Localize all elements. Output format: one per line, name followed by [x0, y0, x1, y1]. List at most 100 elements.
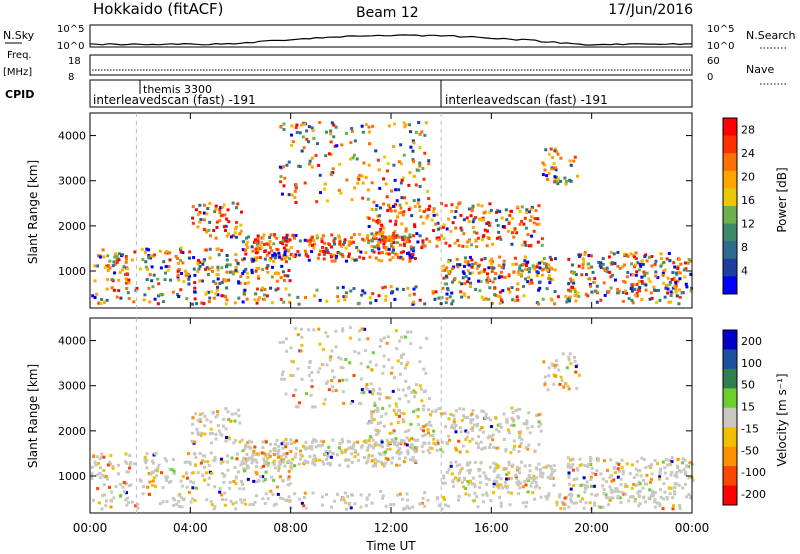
echo-cell — [336, 251, 340, 255]
echo-cell — [261, 497, 265, 501]
echo-cell — [356, 181, 360, 185]
echo-cell — [397, 409, 401, 413]
echo-cell — [603, 293, 607, 297]
echo-cell — [555, 150, 559, 154]
echo-cell — [146, 248, 150, 252]
echo-cell — [110, 490, 114, 494]
echo-cell — [379, 227, 383, 231]
echo-cell — [130, 258, 134, 262]
echo-cell — [482, 270, 486, 274]
echo-cell — [204, 248, 208, 252]
echo-cell — [282, 246, 286, 250]
echo-cell — [532, 229, 536, 233]
echo-cell — [637, 494, 641, 498]
echo-cell — [434, 222, 438, 226]
echo-cell — [332, 375, 336, 379]
echo-cell — [103, 493, 107, 497]
echo-cell — [394, 219, 398, 223]
echo-cell — [338, 240, 342, 244]
echo-cell — [294, 447, 298, 451]
echo-cell — [447, 272, 451, 276]
echo-cell — [553, 257, 557, 261]
echo-cell — [128, 463, 132, 467]
echo-cell — [243, 447, 247, 451]
echo-cell — [96, 487, 100, 491]
echo-cell — [408, 293, 412, 297]
echo-cell — [208, 296, 212, 300]
echo-cell — [199, 218, 203, 222]
echo-cell — [480, 218, 484, 222]
echo-cell — [432, 429, 436, 433]
echo-cell — [395, 253, 399, 257]
echo-cell — [188, 460, 192, 464]
echo-cell — [329, 132, 333, 136]
echo-cell — [111, 465, 115, 469]
echo-cell — [573, 359, 577, 363]
echo-cell — [447, 417, 451, 421]
echo-cell — [476, 442, 480, 446]
echo-cell — [535, 265, 539, 269]
echo-cell — [678, 277, 682, 281]
echo-cell — [277, 468, 281, 472]
echo-cell — [550, 362, 554, 366]
power-ylabel: Slant Range [km] — [26, 160, 40, 264]
echo-cell — [397, 414, 401, 418]
echo-cell — [465, 463, 469, 467]
echo-cell — [476, 422, 480, 426]
echo-cell — [186, 273, 190, 277]
echo-cell — [478, 468, 482, 472]
echo-cell — [436, 221, 440, 225]
echo-cell — [548, 281, 552, 285]
echo-cell — [483, 446, 487, 450]
echo-cell — [263, 293, 267, 297]
echo-cell — [510, 231, 514, 235]
echo-cell — [359, 445, 363, 449]
echo-cell — [93, 460, 97, 464]
echo-cell — [382, 464, 386, 468]
echo-cell — [209, 420, 213, 424]
echo-cell — [553, 180, 557, 184]
echo-cell — [132, 300, 136, 304]
echo-cell — [227, 435, 231, 439]
echo-cell — [332, 123, 336, 127]
echo-cell — [654, 274, 658, 278]
echo-cell — [494, 416, 498, 420]
echo-cell — [421, 450, 425, 454]
echo-cell — [667, 486, 671, 490]
echo-cell — [663, 471, 667, 475]
echo-cell — [658, 472, 662, 476]
echo-cell — [637, 268, 641, 272]
echo-cell — [311, 405, 315, 409]
echo-cell — [418, 145, 422, 149]
echo-cell — [454, 424, 458, 428]
echo-cell — [345, 259, 349, 263]
echo-cell — [582, 476, 586, 480]
echo-cell — [388, 258, 392, 262]
echo-cell — [300, 454, 304, 458]
echo-cell — [349, 493, 353, 497]
echo-cell — [341, 366, 345, 370]
echo-cell — [677, 270, 681, 274]
echo-cell — [383, 155, 387, 159]
echo-cell — [288, 500, 292, 504]
echo-cell — [443, 481, 447, 485]
echo-cell — [373, 442, 377, 446]
echo-cell — [266, 463, 270, 467]
echo-cell — [253, 500, 257, 504]
echo-cell — [626, 484, 630, 488]
echo-cell — [270, 275, 274, 279]
echo-cell — [304, 252, 308, 256]
echo-cell — [404, 227, 408, 231]
echo-cell — [215, 225, 219, 229]
echo-cell — [653, 262, 657, 266]
echo-cell — [563, 176, 567, 180]
echo-cell — [567, 475, 571, 479]
echo-cell — [428, 240, 432, 244]
echo-cell — [144, 260, 148, 264]
echo-cell — [370, 420, 374, 424]
echo-cell — [624, 492, 628, 496]
echo-cell — [306, 254, 310, 258]
echo-cell — [321, 249, 325, 253]
echo-cell — [687, 492, 691, 496]
echo-cell — [492, 469, 496, 473]
